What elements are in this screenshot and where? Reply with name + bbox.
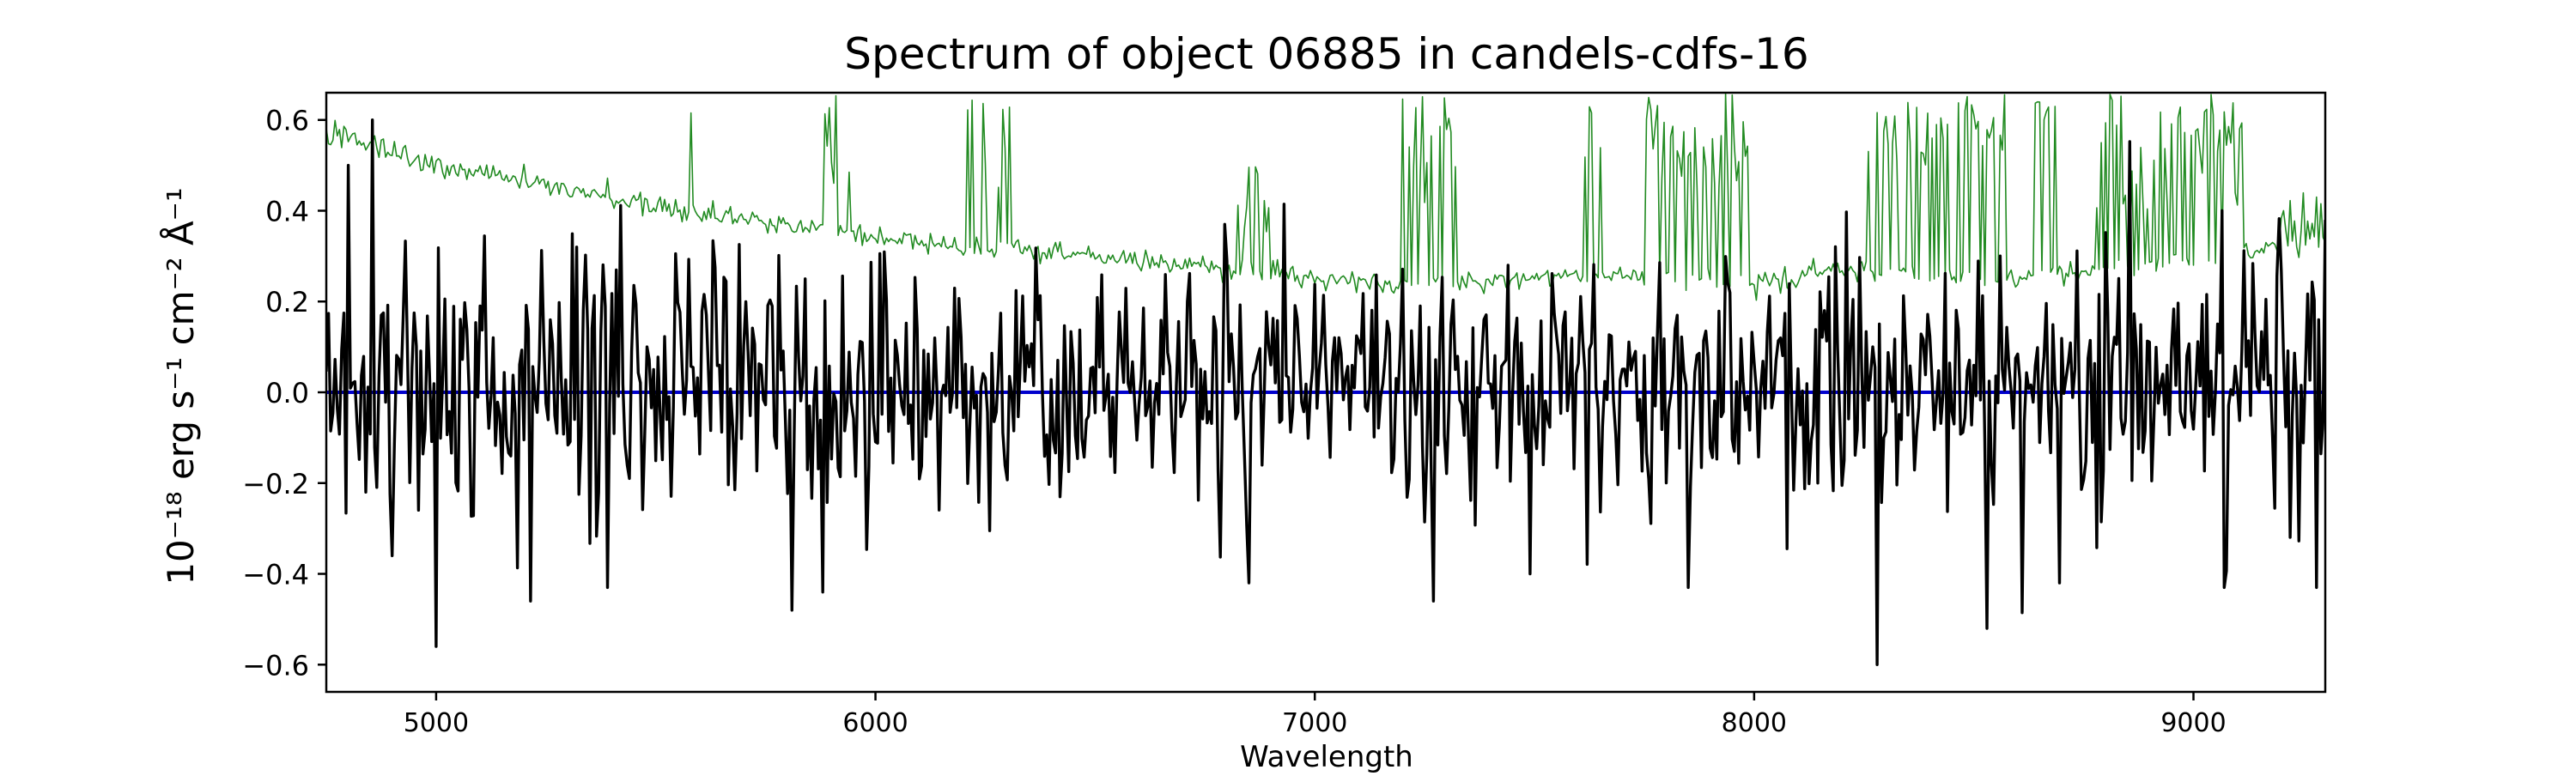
y-tick-label: −0.2 bbox=[242, 468, 309, 500]
y-tick-label: 0.6 bbox=[265, 105, 309, 137]
y-axis-ticks: −0.6 −0.4 −0.2 0.0 0.2 0.4 0.6 bbox=[242, 105, 326, 682]
x-tick-label: 7000 bbox=[1282, 708, 1347, 738]
x-tick-label: 9000 bbox=[2160, 708, 2226, 738]
y-tick-label: −0.6 bbox=[242, 649, 309, 682]
y-tick-label: 0.0 bbox=[265, 377, 309, 409]
error-spectrum-line bbox=[326, 93, 2325, 301]
chart-title: Spectrum of object 06885 in candels-cdfs… bbox=[844, 29, 1809, 79]
flux-spectrum-layer bbox=[326, 118, 2325, 666]
x-tick-label: 5000 bbox=[404, 708, 469, 738]
error-spectrum-layer bbox=[326, 93, 2325, 301]
x-axis-ticks: 5000 6000 7000 8000 9000 bbox=[404, 692, 2227, 738]
flux-spectrum-line bbox=[326, 118, 2325, 666]
y-tick-label: −0.4 bbox=[242, 559, 309, 591]
y-tick-label: 0.2 bbox=[265, 286, 309, 318]
y-axis-label: 10⁻¹⁸ erg s⁻¹ cm⁻² Å⁻¹ bbox=[159, 187, 202, 585]
x-axis-label: Wavelength bbox=[1240, 740, 1413, 773]
x-tick-label: 6000 bbox=[842, 708, 908, 738]
plot-area bbox=[326, 93, 2325, 666]
x-tick-label: 8000 bbox=[1722, 708, 1787, 738]
y-tick-label: 0.4 bbox=[265, 195, 309, 227]
